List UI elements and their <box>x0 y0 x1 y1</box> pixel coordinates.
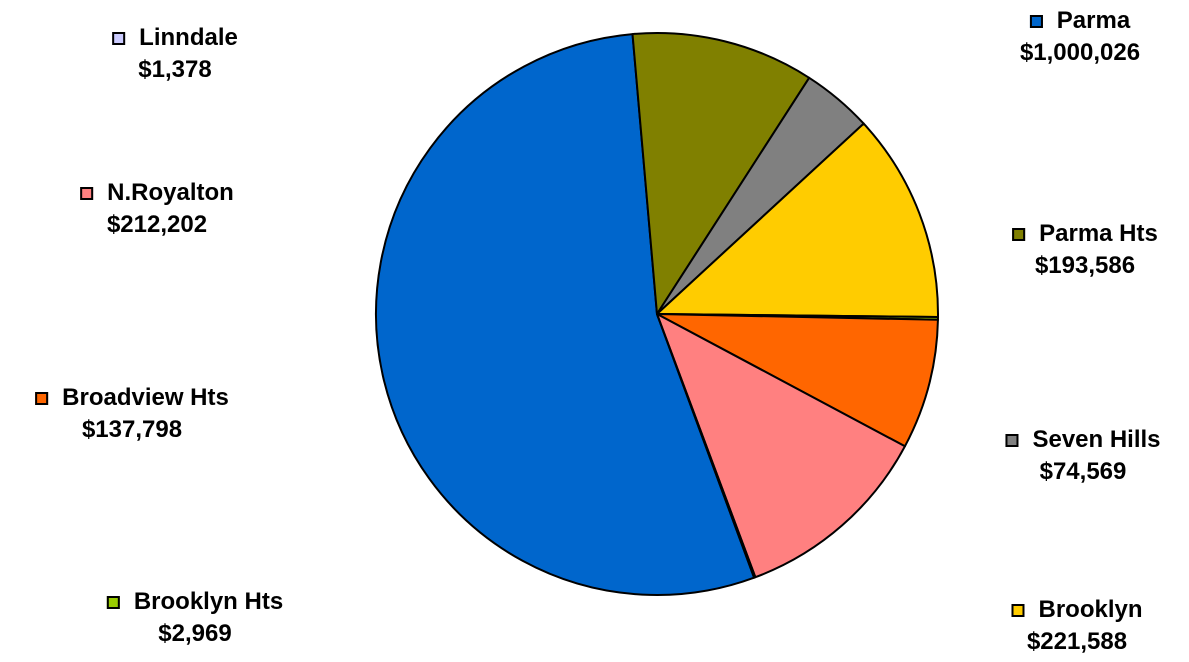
slice-name-n-royalton: N.Royalton <box>107 179 234 206</box>
slice-value-linndale: $1,378 <box>138 56 212 83</box>
slice-value-n-royalton: $212,202 <box>106 211 208 238</box>
slice-label-brooklyn-hts: Brooklyn Hts $2,969 <box>106 586 284 650</box>
legend-swatch-n-royalton <box>80 186 94 200</box>
slice-name-brooklyn: Brooklyn <box>1038 596 1143 623</box>
slice-name-seven-hills: Seven Hills <box>1032 426 1161 453</box>
legend-swatch-linndale <box>112 31 126 45</box>
slice-name-parma-hts: Parma Hts <box>1039 220 1158 247</box>
slice-name-brooklyn-hts: Brooklyn Hts <box>133 588 284 615</box>
slice-label-seven-hills: Seven Hills $74,569 <box>1005 424 1161 488</box>
pie-slice-n-royalton <box>656 313 906 579</box>
pie-slice-parma <box>374 33 756 596</box>
slice-value-broadview-hts: $137,798 <box>81 416 183 443</box>
slice-value-seven-hills: $74,569 <box>1039 458 1127 485</box>
pie-slice-parma-hts <box>631 32 811 315</box>
pie-slice-broadview-hts <box>656 313 939 448</box>
legend-swatch-broadview-hts <box>35 391 49 405</box>
pie-slice-brooklyn <box>656 122 939 318</box>
slice-name-linndale: Linndale <box>139 24 238 51</box>
legend-swatch-brooklyn-hts <box>106 595 120 609</box>
slice-name-parma: Parma <box>1056 7 1131 34</box>
slice-label-parma-hts: Parma Hts $193,586 <box>1012 218 1158 282</box>
slice-value-brooklyn-hts: $2,969 <box>158 620 232 647</box>
slice-value-parma-hts: $193,586 <box>1034 252 1136 279</box>
slice-value-brooklyn: $221,588 <box>1026 628 1128 655</box>
pie-slice-linndale <box>656 313 757 579</box>
slice-label-linndale: Linndale $1,378 <box>112 22 238 86</box>
legend-swatch-parma <box>1029 14 1043 28</box>
slice-label-brooklyn: Brooklyn $221,588 <box>1011 594 1143 658</box>
slice-name-broadview-hts: Broadview Hts <box>62 384 229 411</box>
legend-swatch-parma-hts <box>1012 227 1026 241</box>
legend-swatch-seven-hills <box>1005 433 1019 447</box>
slice-value-parma: $1,000,026 <box>1019 39 1141 66</box>
slice-label-broadview-hts: Broadview Hts $137,798 <box>35 382 229 446</box>
slice-label-n-royalton: N.Royalton $212,202 <box>80 177 234 241</box>
legend-swatch-brooklyn <box>1011 603 1025 617</box>
slice-label-parma: Parma $1,000,026 <box>1020 5 1140 69</box>
